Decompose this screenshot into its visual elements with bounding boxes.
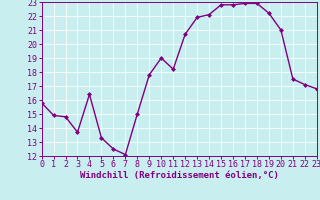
- X-axis label: Windchill (Refroidissement éolien,°C): Windchill (Refroidissement éolien,°C): [80, 171, 279, 180]
